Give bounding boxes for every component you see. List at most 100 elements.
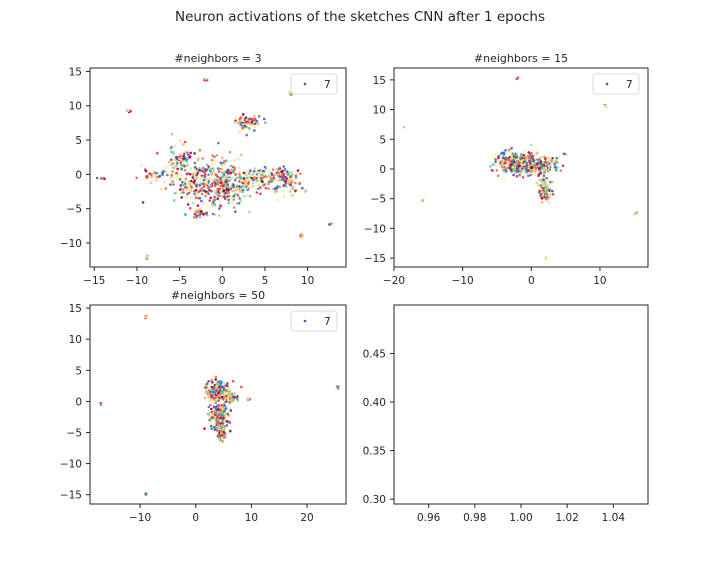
scatter-point bbox=[170, 163, 173, 167]
scatter-point bbox=[177, 154, 181, 157]
scatter-point bbox=[227, 198, 230, 202]
scatter-point bbox=[204, 391, 208, 395]
scatter-point bbox=[219, 429, 223, 433]
scatter-point bbox=[203, 171, 207, 174]
scatter-point bbox=[544, 258, 548, 261]
scatter-point bbox=[258, 174, 262, 177]
scatter-point bbox=[234, 173, 237, 176]
scatter-point bbox=[226, 171, 229, 174]
x-tick-label: 0.96 bbox=[417, 512, 441, 524]
scatter-point bbox=[205, 184, 209, 187]
scatter-point bbox=[551, 193, 555, 196]
scatter-point bbox=[227, 386, 230, 390]
scatter-point bbox=[211, 416, 214, 419]
scatter-point bbox=[172, 152, 176, 156]
scatter-point bbox=[238, 197, 241, 200]
scatter-point bbox=[221, 195, 225, 199]
scatter-point bbox=[276, 198, 279, 202]
scatter-point bbox=[218, 187, 221, 191]
scatter-point bbox=[199, 189, 202, 193]
scatter-point bbox=[222, 179, 225, 182]
scatter-point bbox=[635, 211, 638, 215]
scatter-point bbox=[231, 380, 235, 383]
scatter-point bbox=[238, 119, 242, 122]
scatter-point bbox=[180, 196, 183, 199]
x-tick-label: 0 bbox=[528, 275, 535, 287]
scatter-point bbox=[421, 199, 424, 202]
scatter-point bbox=[504, 161, 507, 165]
scatter-point bbox=[198, 169, 201, 172]
scatter-point bbox=[518, 175, 521, 179]
scatter-point bbox=[257, 178, 261, 181]
scatter-point bbox=[175, 157, 179, 161]
scatter-point bbox=[213, 184, 217, 187]
scatter-point bbox=[529, 161, 532, 164]
scatter-point bbox=[156, 151, 159, 155]
scatter-point bbox=[179, 186, 183, 189]
scatter-point bbox=[216, 418, 220, 422]
scatter-point bbox=[544, 157, 547, 160]
scatter-point bbox=[146, 256, 149, 259]
scatter-point bbox=[167, 160, 171, 164]
scatter-point bbox=[219, 181, 223, 185]
scatter-point bbox=[489, 165, 492, 168]
scatter-point bbox=[217, 410, 221, 414]
scatter-point bbox=[257, 115, 261, 118]
scatter-point bbox=[253, 129, 256, 132]
x-tick-label: 0 bbox=[219, 275, 226, 287]
y-tick-label: 15 bbox=[69, 66, 82, 78]
scatter-point bbox=[215, 399, 218, 403]
scatter-point bbox=[176, 173, 180, 177]
scatter-point bbox=[209, 424, 213, 428]
scatter-point bbox=[184, 150, 187, 153]
scatter-point bbox=[194, 195, 198, 198]
scatter-point bbox=[301, 186, 304, 190]
scatter-point bbox=[294, 189, 298, 192]
scatter-point bbox=[555, 156, 558, 160]
scatter-point bbox=[402, 125, 406, 129]
scatter-point bbox=[217, 436, 221, 439]
y-tick-label: −10 bbox=[60, 459, 82, 471]
scatter-point bbox=[249, 169, 252, 172]
scatter-point bbox=[562, 152, 566, 156]
y-tick-label: 15 bbox=[69, 303, 82, 315]
scatter-point bbox=[207, 392, 211, 396]
scatter-point bbox=[539, 194, 543, 198]
scatter-point bbox=[225, 407, 228, 410]
scatter-point bbox=[221, 422, 225, 425]
scatter-point bbox=[280, 178, 284, 181]
scatter-point bbox=[220, 163, 223, 167]
scatter-point bbox=[213, 195, 216, 199]
scatter-point bbox=[169, 147, 173, 150]
scatter-point bbox=[209, 196, 212, 200]
scatter-point bbox=[163, 180, 166, 183]
legend: 7 bbox=[290, 310, 338, 332]
x-tick-label: −5 bbox=[172, 275, 187, 287]
scatter-point bbox=[298, 181, 302, 184]
scatter-point bbox=[209, 388, 213, 392]
y-tick-label: 0 bbox=[75, 396, 82, 408]
scatter-point bbox=[275, 167, 279, 171]
scatter-point bbox=[208, 416, 211, 420]
scatter-point bbox=[222, 430, 225, 434]
scatter-point bbox=[528, 159, 531, 162]
scatter-point bbox=[237, 157, 240, 161]
scatter-point bbox=[189, 167, 192, 170]
scatter-point bbox=[248, 210, 251, 214]
scatter-point bbox=[218, 394, 222, 398]
scatter-point bbox=[260, 177, 263, 180]
scatter-point bbox=[223, 170, 226, 174]
legend-label: 7 bbox=[626, 79, 633, 91]
scatter-point bbox=[227, 201, 231, 205]
legend-box bbox=[290, 73, 338, 95]
x-tick-label: −10 bbox=[126, 275, 148, 287]
scatter-point bbox=[195, 174, 198, 177]
scatter-point bbox=[239, 153, 243, 157]
scatter-point bbox=[180, 163, 183, 166]
scatter-point bbox=[217, 380, 220, 384]
scatter-point bbox=[540, 197, 544, 200]
scatter-point bbox=[205, 168, 209, 171]
scatter-point bbox=[141, 201, 145, 204]
scatter-point bbox=[205, 181, 208, 185]
scatter-point bbox=[233, 178, 237, 182]
